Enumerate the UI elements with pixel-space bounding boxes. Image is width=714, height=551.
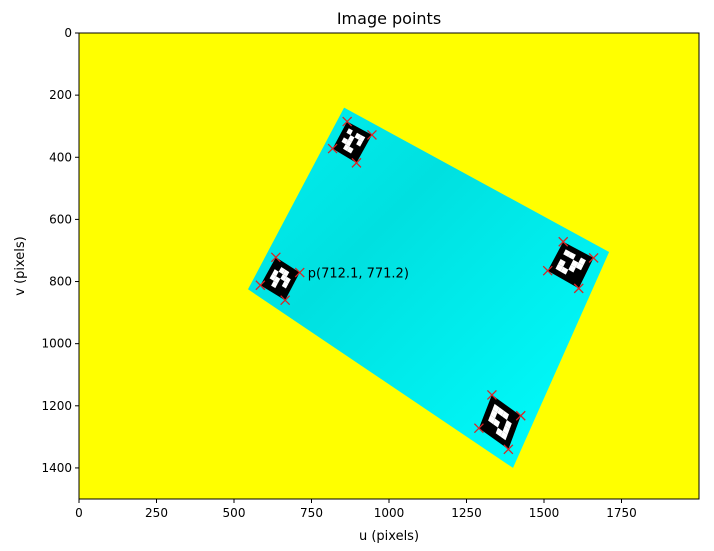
aruco-marker-cell <box>343 144 350 152</box>
aruco-marker-cell <box>500 431 508 441</box>
x-tick-label: 750 <box>300 506 323 520</box>
corner-point <box>515 410 526 421</box>
corner-point <box>503 444 514 455</box>
marker-layer <box>255 116 599 455</box>
marker-right <box>542 236 599 294</box>
aruco-marker-cell <box>502 425 510 435</box>
corner-point <box>588 252 599 263</box>
aruco-marker-cell <box>281 281 289 289</box>
corner-point <box>573 283 584 294</box>
x-tick-label: 1500 <box>529 506 560 520</box>
point-annotation: p(712.1, 771.2) <box>308 267 409 282</box>
corner-point <box>255 280 266 291</box>
y-tick-label: 0 <box>64 26 72 40</box>
aruco-marker-cell <box>272 269 279 277</box>
aruco-marker-cell <box>354 132 362 140</box>
aruco-marker-cell <box>345 139 352 147</box>
aruco-marker-cell <box>356 139 363 147</box>
x-tick-label: 250 <box>145 506 168 520</box>
aruco-marker-cell <box>271 280 278 289</box>
x-tick-label: 1750 <box>606 506 637 520</box>
aruco-marker-cell <box>490 409 498 419</box>
aruco-marker-cell <box>568 264 576 273</box>
aruco-marker-cell <box>493 418 500 428</box>
marker-bottom <box>473 389 526 455</box>
x-axis: 0 250 500 750 1000 1250 1500 1750 <box>75 499 637 520</box>
aruco-marker-cell <box>348 135 355 142</box>
chart-title: Image points <box>337 9 441 28</box>
aruco-marker-cell <box>358 135 366 142</box>
aruco-marker-cell <box>555 263 564 272</box>
aruco-marker-cell <box>346 128 353 136</box>
x-tick-label: 1250 <box>451 506 482 520</box>
aruco-marker-cell <box>278 267 286 275</box>
corner-point <box>280 295 291 306</box>
aruco-marker-cell <box>269 273 277 281</box>
board-layer <box>248 107 610 468</box>
aruco-marker-cell <box>578 257 586 266</box>
aruco-marker-cell <box>502 410 509 420</box>
calibration-board <box>248 107 610 468</box>
y-tick-label: 1200 <box>41 399 72 413</box>
aruco-marker-cell <box>558 259 566 267</box>
aruco-marker-cell <box>273 276 281 284</box>
aruco-marker-cell <box>280 274 287 282</box>
aruco-marker-cell <box>341 137 348 145</box>
y-axis: 0 200 400 600 800 1000 1200 1400 <box>41 26 79 475</box>
aruco-marker-cell <box>347 146 354 154</box>
corner-point <box>366 129 377 140</box>
y-axis-label: v (pixels) <box>13 236 28 296</box>
aruco-marker-cell <box>284 276 291 284</box>
corner-point <box>294 267 305 278</box>
x-tick-label: 1000 <box>374 506 405 520</box>
aruco-marker-cell <box>560 266 569 275</box>
corner-point <box>473 423 484 434</box>
corner-point <box>542 265 553 276</box>
marker-left <box>255 252 305 306</box>
aruco-marker-cell <box>492 403 500 413</box>
marker-top <box>327 116 377 168</box>
x-axis-label: u (pixels) <box>359 529 419 544</box>
aruco-marker-cell <box>497 407 505 417</box>
aruco-marker-cell <box>504 420 512 429</box>
corner-point <box>486 389 497 400</box>
y-tick-label: 1000 <box>41 337 72 351</box>
aruco-marker-cell <box>568 252 576 260</box>
y-tick-label: 1400 <box>41 461 72 475</box>
corner-point <box>558 236 569 247</box>
y-tick-label: 800 <box>49 275 72 289</box>
corner-point <box>351 157 362 168</box>
aruco-marker-border <box>332 121 372 163</box>
aruco-marker-cell <box>563 249 571 257</box>
annotation-layer: p(712.1, 771.2) <box>308 267 409 282</box>
corner-point <box>270 252 281 263</box>
aruco-marker-cell <box>282 269 290 277</box>
y-tick-label: 600 <box>49 212 72 226</box>
aruco-marker-cell <box>570 259 579 268</box>
corner-point <box>327 143 338 154</box>
x-tick-label: 0 <box>75 506 83 520</box>
aruco-marker-cell <box>495 427 503 437</box>
aruco-marker-cell <box>488 415 496 425</box>
corner-point <box>342 116 353 127</box>
y-tick-label: 200 <box>49 88 72 102</box>
y-tick-label: 400 <box>49 150 72 164</box>
x-tick-label: 500 <box>223 506 246 520</box>
aruco-marker-cell <box>575 262 584 271</box>
